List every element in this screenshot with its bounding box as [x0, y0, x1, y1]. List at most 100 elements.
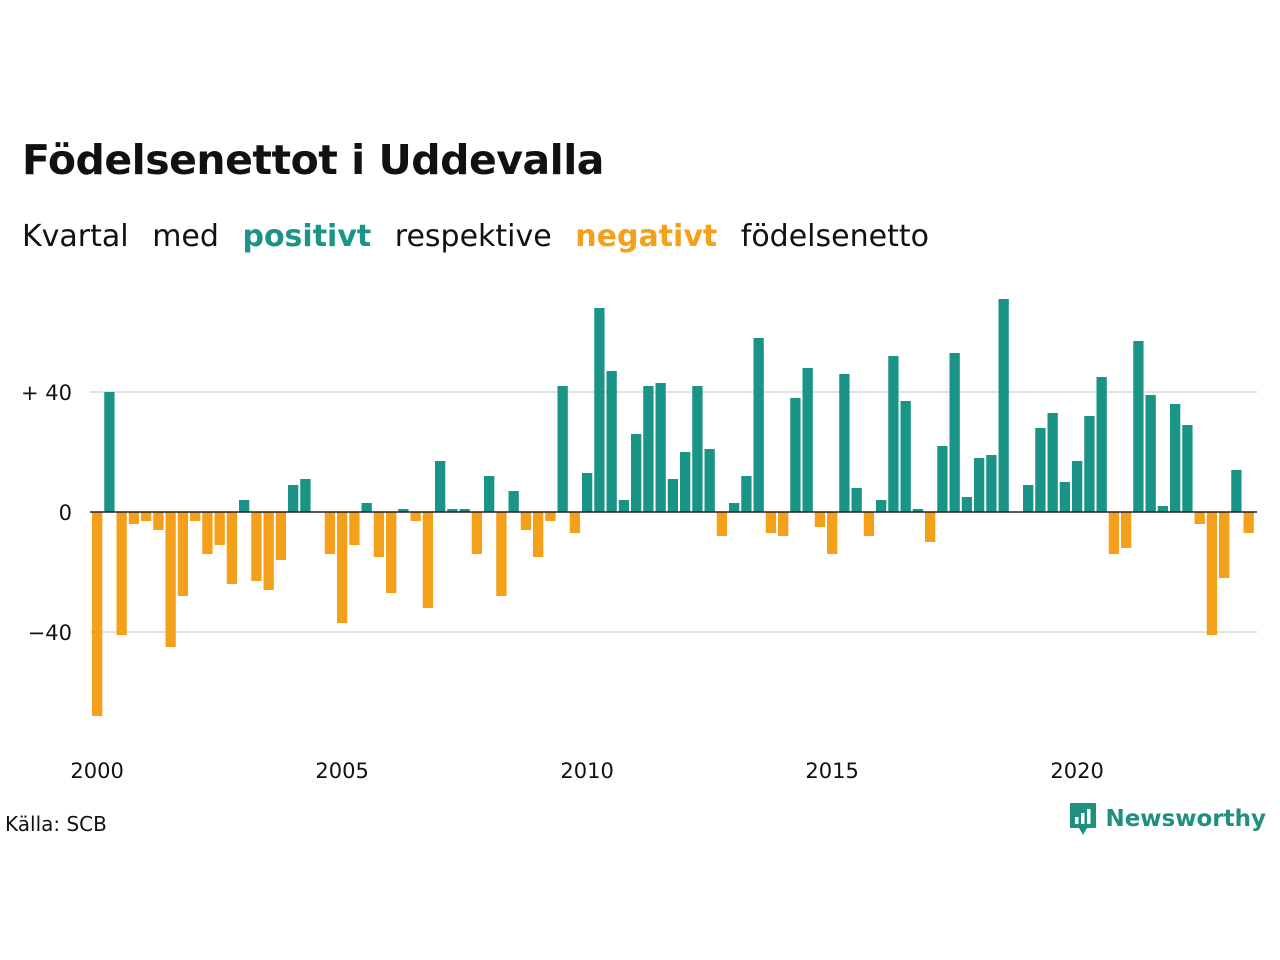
- bar: [876, 500, 887, 512]
- y-tick-label: 0: [59, 501, 72, 525]
- bar: [631, 434, 642, 512]
- bar: [802, 368, 813, 512]
- bar: [92, 512, 103, 716]
- bar: [165, 512, 176, 647]
- bar: [1133, 341, 1144, 512]
- bar: [349, 512, 360, 545]
- bar: [790, 398, 801, 512]
- bar: [288, 485, 299, 512]
- bar: [410, 512, 421, 521]
- bar: [1047, 413, 1058, 512]
- bar: [839, 374, 850, 512]
- bar: [141, 512, 152, 521]
- bar: [1170, 404, 1181, 512]
- bar: [386, 512, 397, 593]
- bar: [851, 488, 862, 512]
- bar: [1108, 512, 1120, 554]
- bar: [484, 476, 495, 512]
- legend-negative: negativt: [575, 219, 718, 254]
- bar: [1023, 485, 1034, 512]
- y-tick-label: + 40: [21, 381, 72, 405]
- bar-chart: + 40 0 −40 2000 2005 2010 2015 2020: [21, 299, 1257, 783]
- bar: [680, 452, 691, 512]
- bar: [496, 512, 507, 596]
- x-tick-label: 2010: [560, 759, 613, 783]
- bar: [263, 512, 274, 590]
- source-label: Källa: SCB: [5, 812, 107, 836]
- bar: [765, 512, 777, 533]
- bar: [655, 383, 666, 512]
- bar: [557, 386, 568, 512]
- bar: [569, 512, 581, 533]
- bar: [961, 497, 973, 512]
- brand-logo: Newsworthy: [1069, 802, 1266, 836]
- x-tick-label: 2005: [315, 759, 368, 783]
- subtitle-respektive: respektive: [394, 219, 552, 254]
- bar: [643, 386, 654, 512]
- bar: [1072, 461, 1083, 512]
- newsworthy-logo-icon: [1070, 803, 1097, 835]
- subtitle-fodelsenetto: födelsenetto: [740, 219, 929, 254]
- bar: [1206, 512, 1218, 635]
- bar: [900, 401, 911, 512]
- bar: [1121, 512, 1132, 548]
- bar: [116, 512, 127, 635]
- bar: [1182, 425, 1193, 512]
- x-tick-label: 2020: [1050, 759, 1103, 783]
- bar: [251, 512, 262, 581]
- bar: [214, 512, 225, 545]
- bar: [422, 512, 434, 608]
- bar: [949, 353, 960, 512]
- bar: [925, 512, 936, 542]
- bar: [300, 479, 311, 512]
- bar: [1035, 428, 1046, 512]
- y-tick-label: −40: [28, 621, 72, 645]
- bar: [827, 512, 838, 554]
- bar: [618, 500, 630, 512]
- bar: [1194, 512, 1205, 524]
- bar: [606, 371, 617, 512]
- bar: [888, 356, 899, 512]
- bar: [373, 512, 385, 557]
- bar: [814, 512, 826, 527]
- bar: [667, 479, 679, 512]
- bar: [998, 299, 1009, 512]
- bar: [704, 449, 715, 512]
- bar: [177, 512, 189, 596]
- bar: [974, 458, 985, 512]
- bar: [1231, 470, 1242, 512]
- bar: [337, 512, 348, 623]
- chart-title: Födelsenettot i Uddevalla: [22, 136, 604, 184]
- subtitle-kvartal: Kvartal: [22, 219, 129, 254]
- bar: [741, 476, 752, 512]
- bar: [692, 386, 703, 512]
- bar: [753, 338, 764, 512]
- bar: [520, 512, 532, 530]
- bar: [716, 512, 728, 536]
- bar: [863, 512, 875, 536]
- bar: [324, 512, 336, 554]
- bar: [986, 455, 997, 512]
- bar: [447, 509, 458, 512]
- chart-subtitle: Kvartal med positivt respektive negativt…: [22, 216, 943, 258]
- bar: [471, 512, 483, 554]
- bar: [1243, 512, 1254, 533]
- bar: [1145, 395, 1156, 512]
- legend-positive: positivt: [242, 219, 372, 254]
- bar: [582, 473, 593, 512]
- brand-name: Newsworthy: [1105, 806, 1266, 832]
- bar: [435, 461, 446, 512]
- bar: [226, 512, 238, 584]
- bar: [508, 491, 519, 512]
- bar: [153, 512, 164, 530]
- bar: [533, 512, 544, 557]
- bar: [361, 503, 372, 512]
- bar: [912, 509, 924, 512]
- bar: [937, 446, 948, 512]
- bar: [1157, 506, 1169, 512]
- bar: [190, 512, 201, 521]
- subtitle-med: med: [152, 219, 219, 254]
- bar: [778, 512, 789, 536]
- bar: [275, 512, 287, 560]
- bar: [398, 509, 409, 512]
